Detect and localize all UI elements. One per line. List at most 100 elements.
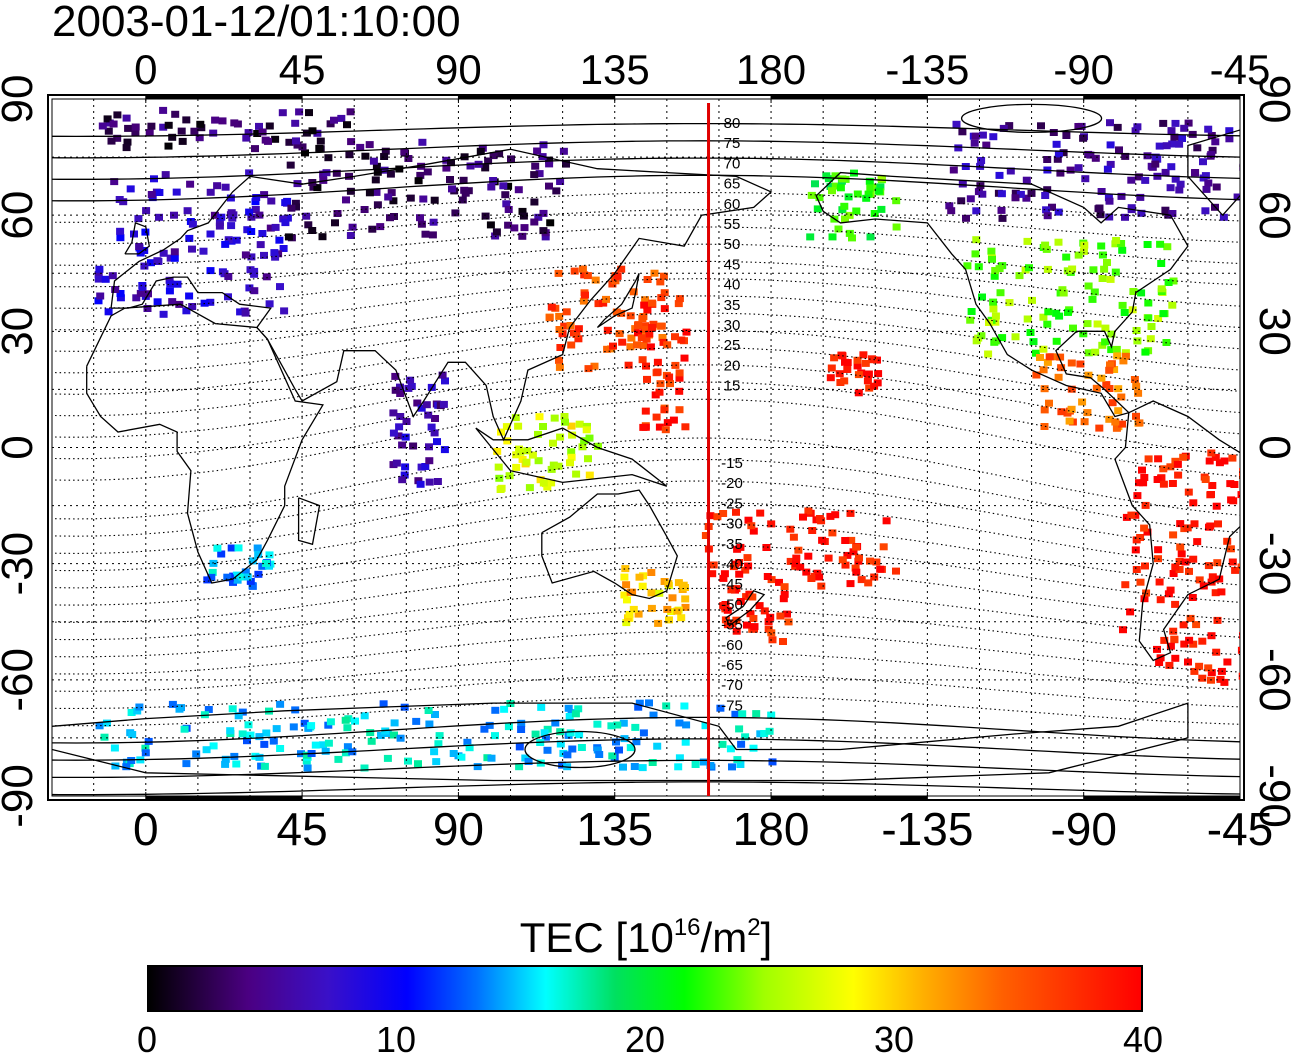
tec-world-map: 0045459090135135180180-135-135-90-90-45-… [0,46,1292,855]
tec-cell [539,227,548,235]
tec-cell [1151,160,1160,168]
tec-cell [776,612,785,620]
tec-cell [1011,333,1020,341]
tec-cell [1143,241,1152,248]
tec-cell [626,588,635,596]
tec-cell [826,374,835,382]
tec-cell [343,121,351,129]
tec-cell [546,219,555,227]
tec-cell [461,189,470,197]
tec-cell [786,525,795,533]
tec-cell [367,737,376,745]
tec-cell [641,326,650,333]
tec-cell [736,598,745,605]
tec-cell [736,761,745,768]
contour-labels: 80 75 70 65 60 55 50 45 40 35 30 25 20 15 -15 -20 -25 -30… [721,115,743,714]
tec-cell [1251,462,1259,469]
axis-bar [1083,95,1240,99]
tec-cell [1068,265,1077,273]
tec-cell [215,219,224,226]
tec-cell [1063,267,1072,275]
axis-bar [145,95,303,99]
coastline [475,427,668,487]
tec-cell [1105,213,1114,221]
tec-cell [433,438,441,446]
tec-cell [122,763,131,771]
tec-cell [1169,627,1178,635]
tec-cell [680,354,689,362]
tec-cell [1108,399,1117,407]
tec-cell [483,754,492,762]
contour-line [52,480,1240,554]
tec-cell [629,605,638,613]
tec-cell [1040,385,1049,393]
tec-cell [721,616,730,624]
tec-cell [1250,479,1258,486]
tec-cell [796,563,805,571]
tec-cell [1067,385,1076,393]
tec-cell [122,114,131,122]
tec-cell [996,289,1005,297]
tec-cell [449,750,458,757]
tec-cell [1206,522,1215,530]
tec-cell [635,573,644,581]
tec-cell [507,155,515,163]
tec-cell [504,182,513,190]
tec-cell [1186,614,1195,622]
tec-cell [1132,412,1140,420]
tec-cell [1205,457,1214,465]
tec-cell [783,610,791,618]
tec-cell [1193,538,1202,546]
tec-cell [1185,567,1193,575]
tec-cell [1161,206,1170,214]
tec-cell [768,636,777,644]
tec-cell [402,418,411,425]
tec-cell [780,590,789,598]
tec-cell [1212,183,1221,191]
tec-cell [227,209,236,217]
tec-cell [744,562,753,570]
tec-cell [213,182,222,190]
contour-label: -25 [721,495,743,512]
tec-cell [639,342,648,349]
tec-cell [744,516,753,524]
tec-cell [313,184,322,192]
tec-cell [562,308,571,316]
tec-cell [94,275,103,283]
colorbar-tick-label: 0 [136,1019,158,1060]
tec-cell [870,382,879,390]
tec-cell [1031,349,1040,357]
tec-cell [457,753,466,761]
tec-cell [427,423,436,431]
tec-cell [473,763,482,771]
tec-cell [556,728,565,736]
tec-cell [1088,295,1097,303]
tec-cell [245,284,254,292]
tec-cell [982,141,991,149]
tec-cell [123,138,132,146]
tec-cell [286,161,295,169]
tec-cell [556,178,565,185]
tec-cell [691,761,700,768]
contour-label: -70 [721,677,743,694]
tec-cell [386,214,394,222]
lon-label-bottom: 135 [576,803,653,855]
contour-label: 55 [724,216,741,233]
tec-cell [978,190,987,198]
coastline [86,303,324,584]
tec-cell [1159,465,1168,473]
tec-cell [334,755,343,763]
tec-cell [1192,621,1201,629]
tec-cell [518,207,527,215]
tec-cell [1171,563,1180,571]
tec-cell [448,185,456,193]
tec-cell [195,134,204,142]
tec-cell [446,176,454,183]
tec-cell [171,110,180,118]
tec-cell [1202,185,1211,193]
tec-cell [1164,590,1173,598]
tec-cell [1049,129,1058,136]
tec-cell [1113,352,1122,360]
tec-cell [584,365,593,373]
tec-cell [1184,658,1192,666]
